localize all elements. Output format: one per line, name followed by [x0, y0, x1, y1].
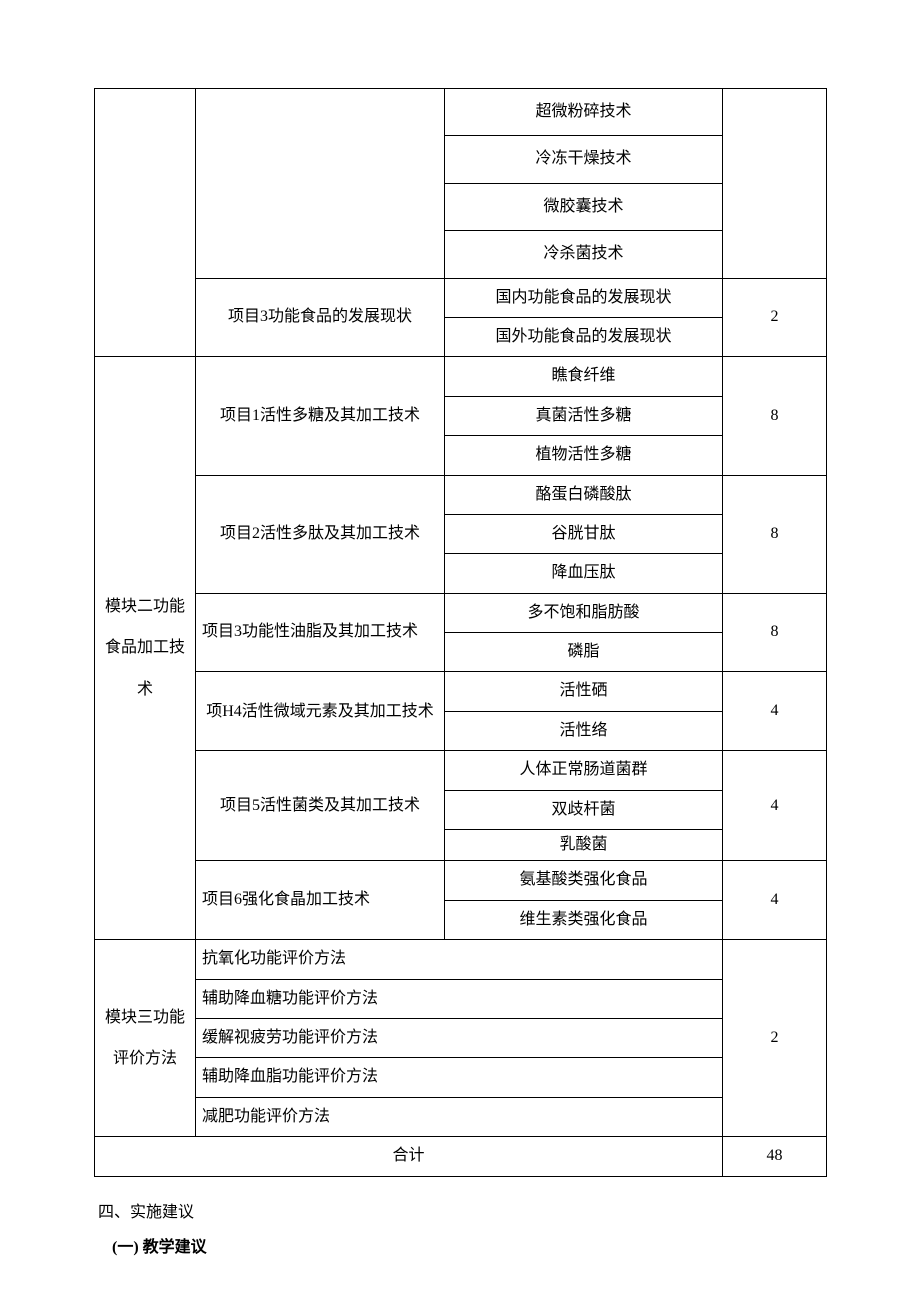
m1-p3-hours: 2	[723, 278, 827, 357]
total-label: 合计	[95, 1137, 723, 1176]
m2-p1-s2: 真菌活性多糖	[445, 396, 723, 435]
m1-t3: 微胶囊技术	[445, 183, 723, 230]
m2-p1-s1: 瞧食纤维	[445, 357, 723, 396]
m2-p5-s1: 人体正常肠道菌群	[445, 751, 723, 790]
m2-p6-s2: 维生素类强化食品	[445, 900, 723, 939]
curriculum-table: 超微粉碎技术 冷冻干燥技术 微胶囊技术 冷杀菌技术 项目3功能食品的发展现状 国…	[94, 88, 827, 1177]
m3-hours: 2	[723, 940, 827, 1137]
m2-p3-s1: 多不饱和脂肪酸	[445, 593, 723, 632]
m3-r5: 减肥功能评价方法	[196, 1097, 723, 1136]
m1-t4: 冷杀菌技术	[445, 231, 723, 278]
m2-p6-hours: 4	[723, 861, 827, 940]
m3-label: 模块三功能评价方法	[95, 940, 196, 1137]
m1-label-cell	[95, 89, 196, 357]
m2-p1-s3: 植物活性多糖	[445, 436, 723, 475]
m2-p1-hours: 8	[723, 357, 827, 475]
m2-p4-hours: 4	[723, 672, 827, 751]
m3-r2: 辅助降血糖功能评价方法	[196, 979, 723, 1018]
m2-p2-s2: 谷胱甘肽	[445, 514, 723, 553]
m1-p3-s2: 国外功能食品的发展现状	[445, 317, 723, 356]
m2-label: 模块二功能食品加工技术	[95, 357, 196, 940]
m1-p2-cell	[196, 89, 445, 279]
m2-p3-label: 项目3功能性油脂及其加工技术	[196, 593, 445, 672]
m2-p2-hours: 8	[723, 475, 827, 593]
m2-p4-label: 项H4活性微域元素及其加工技术	[196, 672, 445, 751]
m2-p5-s2: 双歧杆菌	[445, 790, 723, 829]
m1-t2: 冷冻干燥技术	[445, 136, 723, 183]
m2-p5-hours: 4	[723, 751, 827, 861]
m2-p3-hours: 8	[723, 593, 827, 672]
m2-p2-s3: 降血压肽	[445, 554, 723, 593]
m1-p3-s1: 国内功能食品的发展现状	[445, 278, 723, 317]
m2-p6-label: 项目6强化食晶加工技术	[196, 861, 445, 940]
m2-p1-label: 项目1活性多糖及其加工技术	[196, 357, 445, 475]
m2-p5-label: 项目5活性菌类及其加工技术	[196, 751, 445, 861]
m2-p4-s1: 活性硒	[445, 672, 723, 711]
footer-line-2: (一) 教学建议	[94, 1230, 826, 1265]
m2-p2-label: 项目2活性多肽及其加工技术	[196, 475, 445, 593]
m1-p2-hours	[723, 89, 827, 279]
m2-p4-s2: 活性络	[445, 711, 723, 750]
m2-p6-s1: 氨基酸类强化食品	[445, 861, 723, 900]
m1-p3-label: 项目3功能食品的发展现状	[196, 278, 445, 357]
total-hours: 48	[723, 1137, 827, 1176]
footer-block: 四、实施建议 (一) 教学建议	[94, 1195, 826, 1265]
m3-r4: 辅助降血脂功能评价方法	[196, 1058, 723, 1097]
m1-t1: 超微粉碎技术	[445, 89, 723, 136]
m2-p2-s1: 酪蛋白磷酸肽	[445, 475, 723, 514]
m3-r1: 抗氧化功能评价方法	[196, 940, 723, 979]
m3-r3: 缓解视疲劳功能评价方法	[196, 1018, 723, 1057]
m2-p5-s3: 乳酸菌	[445, 830, 723, 861]
m2-p3-s2: 磷脂	[445, 633, 723, 672]
footer-line-1: 四、实施建议	[94, 1195, 826, 1230]
